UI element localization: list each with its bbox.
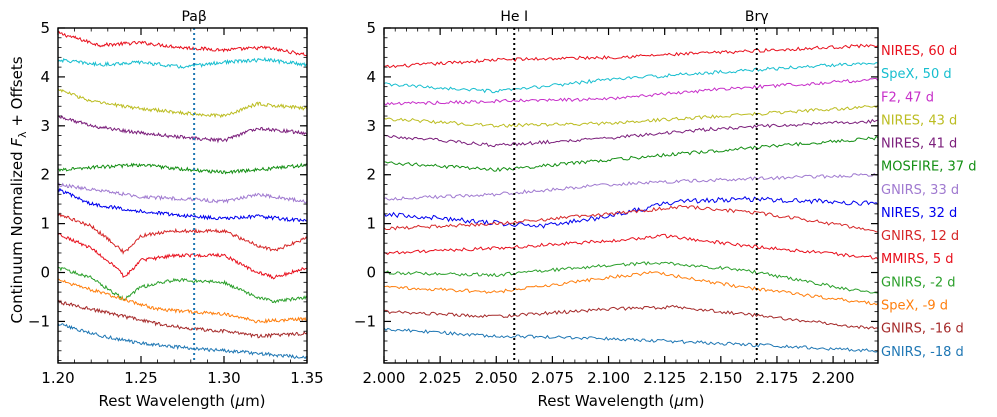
x-tick-label: 2.125	[643, 369, 686, 387]
x-axis-label-right-prefix: Rest Wavelength (	[537, 392, 674, 410]
legend-label-gnirs-18-d: GNIRS, -18 d	[881, 345, 964, 360]
x-tick-label: 1.35	[290, 369, 323, 387]
panel-he-bry: He I Brγ −1 0 1 2 3 4 5 2.000 2.025 2.050 2.075 2.100…	[354, 9, 879, 387]
legend-label-spex-9-d: SpeX, -9 d	[881, 299, 948, 314]
y-tick-label: 0	[366, 264, 376, 282]
y-tick-label: −1	[354, 312, 376, 330]
legend-label-gnirs-12-d: GNIRS, 12 d	[881, 229, 959, 244]
x-axis-label-right-suffix: m)	[684, 392, 704, 410]
x-tick-label: 2.175	[755, 369, 798, 387]
x-axis-label-right-var: μ	[674, 392, 685, 410]
x-tick-label: 2.150	[699, 369, 742, 387]
x-tick-label: 2.100	[587, 369, 630, 387]
y-tick-label: 2	[366, 166, 376, 184]
series-mosfire-37-d	[384, 135, 878, 172]
series-gnirs-12-d	[384, 204, 878, 233]
x-axis-label-left: Rest Wavelength (μm)	[98, 392, 265, 410]
series-nires-41-d	[384, 118, 878, 148]
legend-label-nires-43-d: NIRES, 43 d	[881, 113, 957, 128]
series-gnirs-33-d	[384, 172, 878, 201]
series-nires-43-d	[58, 88, 307, 119]
series-spex-9-d	[58, 278, 307, 324]
series-mmirs-5-d	[58, 232, 307, 280]
legend: NIRES, 60 d SpeX, 50 d F2, 47 d NIRES, 43 d…	[881, 44, 976, 360]
legend-label-nires-41-d: NIRES, 41 d	[881, 137, 957, 152]
y-axis-label-var: F	[8, 138, 26, 147]
y-tick-label: 2	[40, 166, 50, 184]
legend-label-mosfire-37-d: MOSFIRE, 37 d	[881, 160, 976, 175]
legend-label-nires-32-d: NIRES, 32 d	[881, 206, 957, 221]
series-gnirs-2-d	[58, 266, 307, 304]
legend-label-gnirs-16-d: GNIRS, -16 d	[881, 322, 964, 337]
legend-label-mmirs-5-d: MMIRS, 5 d	[881, 252, 953, 267]
x-tick-label: 2.050	[475, 369, 518, 387]
x-axis-label-right: Rest Wavelength (μm)	[537, 392, 704, 410]
y-axis-label-sub: λ	[16, 131, 29, 138]
x-axis-label-left-var: μ	[235, 392, 246, 410]
legend-label-f2-47-d: F2, 47 d	[881, 90, 934, 105]
series-mosfire-37-d	[58, 162, 307, 175]
series-gnirs-18-d	[384, 327, 878, 353]
series-gnirs-16-d	[58, 299, 307, 339]
x-tick-label: 2.200	[812, 369, 855, 387]
y-axis-label-prefix: Continuum Normalized	[8, 147, 26, 324]
series-nires-60-d	[384, 43, 878, 69]
y-tick-label: 4	[366, 68, 376, 86]
series-nires-60-d	[58, 30, 307, 57]
y-axis-label: Continuum Normalized Fλ + Offsets	[8, 56, 29, 323]
series-gnirs-18-d	[58, 323, 307, 360]
series-gnirs-33-d	[58, 182, 307, 204]
y-tick-label: 0	[40, 264, 50, 282]
x-tick-label: 1.25	[124, 369, 157, 387]
series-spex-50-d	[58, 56, 307, 69]
series-nires-32-d	[384, 196, 878, 229]
x-axis-label-left-suffix: m)	[245, 392, 265, 410]
legend-label-gnirs-33-d: GNIRS, 33 d	[881, 183, 959, 198]
y-axis-label-suffix: + Offsets	[8, 56, 26, 131]
panel-pa-beta: Paβ −1 0 1 2 3 4 5 1.20 1.25 1.30 1.35	[28, 9, 324, 387]
line-label-pa: Paβ	[181, 9, 206, 25]
x-tick-label: 2.000	[363, 369, 406, 387]
series-spex-50-d	[384, 62, 878, 94]
y-tick-label: 1	[366, 215, 376, 233]
line-label-he-i: He I	[500, 9, 528, 25]
series-group	[58, 30, 307, 360]
series-mmirs-5-d	[384, 233, 878, 260]
series-spex-9-d	[384, 270, 878, 306]
x-tick-label: 2.075	[531, 369, 574, 387]
series-gnirs-16-d	[384, 304, 878, 330]
line-label-br: Brγ	[745, 9, 769, 25]
legend-label-nires-60-d: NIRES, 60 d	[881, 44, 957, 59]
x-axis-label-left-prefix: Rest Wavelength (	[98, 392, 235, 410]
series-group	[384, 43, 878, 353]
y-tick-label: −1	[28, 312, 50, 330]
series-nires-43-d	[384, 104, 878, 128]
y-tick-label: 3	[366, 117, 376, 135]
y-tick-label: 4	[40, 68, 50, 86]
y-tick-label: 1	[40, 215, 50, 233]
y-tick-label: 5	[40, 19, 50, 37]
series-nires-32-d	[58, 187, 307, 223]
series-nires-41-d	[58, 114, 307, 144]
x-tick-label: 2.025	[419, 369, 462, 387]
x-tick-label: 1.30	[207, 369, 240, 387]
series-gnirs-2-d	[384, 261, 878, 294]
legend-label-spex-50-d: SpeX, 50 d	[881, 67, 952, 82]
plot-frame	[57, 27, 308, 364]
series-f2-47-d	[384, 77, 878, 106]
y-tick-label: 5	[366, 19, 376, 37]
x-tick-label: 1.20	[41, 369, 74, 387]
legend-label-gnirs-2-d: GNIRS, -2 d	[881, 275, 956, 290]
y-tick-label: 3	[40, 117, 50, 135]
series-gnirs-12-d	[58, 212, 307, 255]
